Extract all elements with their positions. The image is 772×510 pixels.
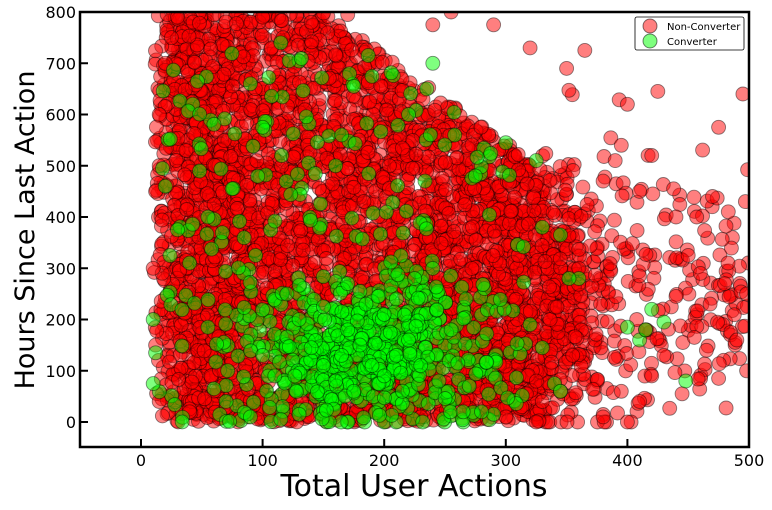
y-tick-label: 700 [45,54,76,73]
x-axis-ticks: 0 100 200 300 400 500 [136,439,764,470]
y-tick-label: 800 [45,3,76,22]
y-tick-label: 600 [45,106,76,125]
legend-item-converter: Converter [642,33,718,49]
legend-item-non-converter: Non-Converter [642,18,741,34]
legend-marker-non-converter [642,18,658,34]
x-axis-title: Total User Actions [279,469,547,504]
legend: Non-Converter Converter [634,16,745,51]
y-tick-label: 0 [66,413,76,432]
y-tick-label: 300 [45,259,76,278]
x-tick-label: 200 [369,451,400,470]
y-tick-label: 200 [45,311,76,330]
legend-marker-converter [642,33,658,49]
y-tick-label: 400 [45,208,76,227]
plot-frame [78,10,751,449]
x-tick-label: 400 [612,451,643,470]
x-tick-label: 100 [247,451,278,470]
x-tick-label: 0 [136,451,146,470]
y-axis-title: Hours Since Last Action [10,71,41,390]
y-tick-label: 100 [45,362,76,381]
y-axis-ticks: 0 100 200 300 400 500 600 700 800 [45,3,88,432]
legend-box [634,16,745,51]
legend-label-converter: Converter [667,37,718,48]
legend-label-non-converter: Non-Converter [667,22,741,33]
y-tick-label: 500 [45,157,76,176]
x-tick-label: 300 [491,451,522,470]
converter-points [145,35,694,430]
x-tick-label: 500 [734,451,765,470]
